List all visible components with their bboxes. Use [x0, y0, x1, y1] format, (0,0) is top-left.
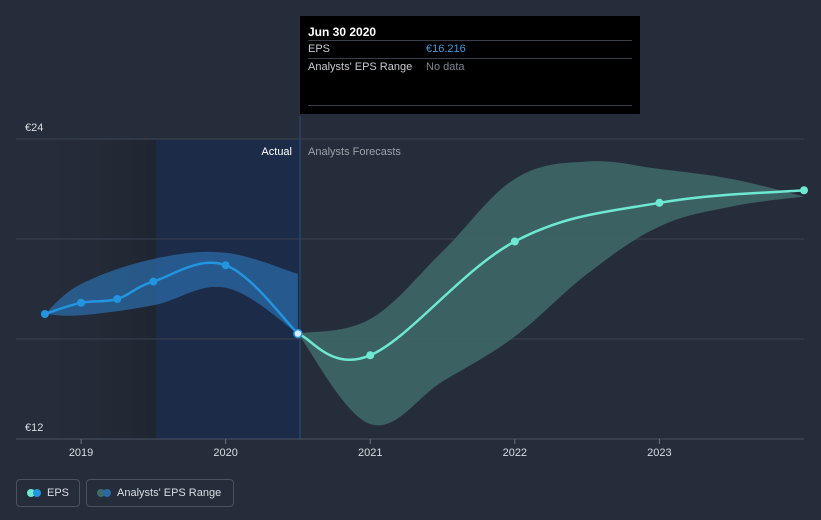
- legend-eps[interactable]: EPS: [16, 479, 80, 507]
- actual-label: Actual: [261, 146, 292, 158]
- x-tick-label: 2021: [358, 447, 382, 459]
- y-tick-label: €12: [25, 422, 43, 434]
- eps-point: [40, 310, 49, 318]
- tooltip-divider: [308, 105, 632, 106]
- tooltip-eps-row: EPS €16.216: [308, 40, 632, 58]
- legend-range[interactable]: Analysts' EPS Range: [86, 479, 234, 507]
- forecast-label: Analysts Forecasts: [308, 146, 401, 158]
- eps-swatch-icon: [27, 489, 41, 497]
- range-band-forecast: [297, 161, 804, 426]
- tooltip-date: Jun 30 2020: [308, 25, 377, 39]
- eps-point-highlight: [293, 328, 303, 339]
- tooltip-range-label: Analysts' EPS Range: [308, 61, 413, 73]
- legend-eps-label: EPS: [47, 487, 70, 499]
- range-swatch-icon: [97, 489, 111, 497]
- eps-point: [366, 351, 375, 360]
- tooltip-eps-value: €16.216: [426, 43, 466, 55]
- y-tick-label: €24: [25, 122, 43, 134]
- eps-point: [800, 186, 808, 195]
- x-tick-label: 2023: [647, 447, 671, 459]
- x-tick-label: 2019: [69, 447, 93, 459]
- x-tick-label: 2022: [503, 447, 527, 459]
- eps-point: [113, 295, 122, 303]
- x-tick-label: 2020: [213, 447, 237, 459]
- axes: €24 €12 2019 2020 2021 2022 2023: [16, 122, 804, 459]
- eps-point: [510, 237, 519, 246]
- range-band-actual: [44, 251, 298, 334]
- tooltip-eps-label: EPS: [308, 43, 331, 55]
- eps-points: [40, 186, 808, 360]
- tooltip: Jun 30 2020 EPS €16.216 Analysts' EPS Ra…: [300, 16, 640, 114]
- eps-point: [221, 261, 230, 270]
- eps-point: [655, 198, 664, 207]
- legend-range-label: Analysts' EPS Range: [117, 487, 222, 499]
- range-bands: [44, 161, 804, 426]
- eps-point: [77, 298, 86, 307]
- tooltip-range-row: Analysts' EPS Range No data: [308, 58, 632, 76]
- eps-point: [149, 277, 158, 286]
- tooltip-range-value: No data: [426, 61, 465, 73]
